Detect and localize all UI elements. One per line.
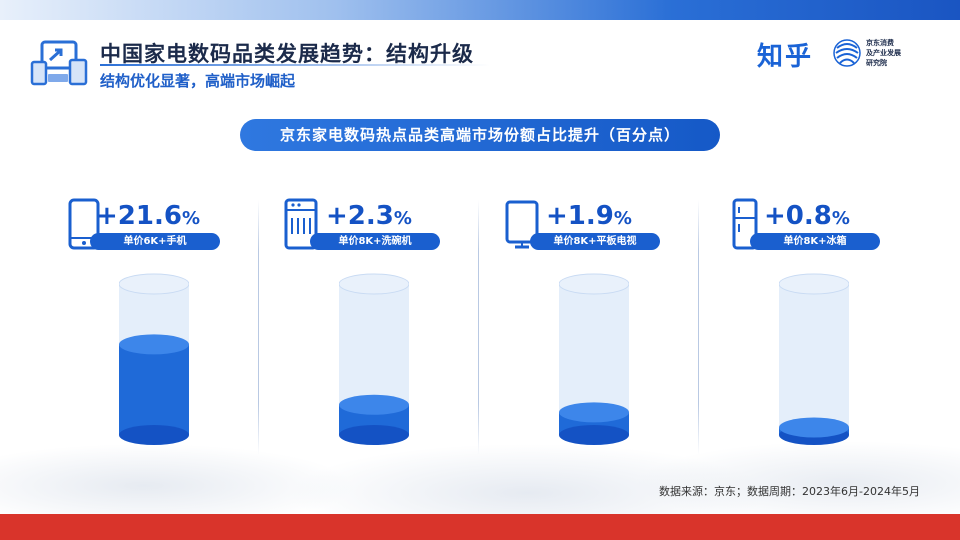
bar-cylinder [779, 273, 849, 445]
column-divider [258, 200, 259, 455]
institute-name-line: 及产业发展 [866, 49, 901, 57]
bottom-accent-bar [0, 514, 960, 540]
cylinder-glass-top [119, 273, 189, 295]
zhihu-logo-text: 知乎 [757, 42, 814, 72]
data-label: +0.8% [764, 201, 850, 234]
category-label: 单价6K+手机 [90, 233, 220, 250]
data-label-number: +0.8 [764, 201, 832, 231]
bar-fill-top [559, 402, 629, 423]
bar-fill-bottom [339, 425, 409, 445]
data-label: +1.9% [546, 201, 632, 234]
title-underline [100, 64, 490, 66]
data-label-unit: % [613, 208, 632, 229]
bar-fill [119, 344, 189, 435]
page-subtitle: 结构优化显著，高端市场崛起 [100, 72, 296, 90]
bar-fill-bottom [559, 425, 629, 445]
data-label-number: +2.3 [326, 201, 394, 231]
data-label-number: +21.6 [96, 201, 182, 231]
dishwasher-icon [284, 198, 318, 250]
bar-cylinder [339, 273, 409, 445]
institute-name-line: 京东消费 [866, 39, 894, 47]
bar-cylinder [559, 273, 629, 445]
cylinder-glass-top [339, 273, 409, 295]
page-title: 中国家电数码品类发展趋势：结构升级 [100, 42, 474, 66]
data-label-unit: % [393, 208, 412, 229]
bar-fill-top [779, 417, 849, 438]
bar-fill-top [339, 394, 409, 415]
cylinder-glass-top [779, 273, 849, 295]
category-label: 单价8K+冰箱 [750, 233, 880, 250]
bar-cylinder [119, 273, 189, 445]
column-divider [698, 200, 699, 455]
institute-name: 京东消费 及产业发展 研究院 [866, 38, 946, 68]
data-source-note: 数据来源：京东；数据周期：2023年6月-2024年5月 [659, 485, 920, 498]
cylinder-glass [779, 284, 849, 435]
institute-name-line: 研究院 [866, 59, 887, 67]
chart-title: 京东家电数码热点品类高端市场份额占比提升（百分点） [240, 119, 720, 151]
column-divider [478, 200, 479, 455]
fridge-icon [732, 198, 758, 250]
cylinder-glass-top [559, 273, 629, 295]
bar-fill-top [119, 334, 189, 355]
data-label-number: +1.9 [546, 201, 614, 231]
tv-icon [505, 200, 539, 249]
category-label: 单价8K+平板电视 [530, 233, 660, 250]
category-label: 单价8K+洗碗机 [310, 233, 440, 250]
data-label: +2.3% [326, 201, 412, 234]
data-label-unit: % [181, 208, 200, 229]
top-accent-bar [0, 0, 960, 20]
bar-fill-bottom [119, 425, 189, 445]
data-label-unit: % [831, 208, 850, 229]
institute-logo-icon [833, 39, 861, 67]
devices-trend-icon [30, 40, 88, 86]
data-label: +21.6% [96, 201, 200, 234]
